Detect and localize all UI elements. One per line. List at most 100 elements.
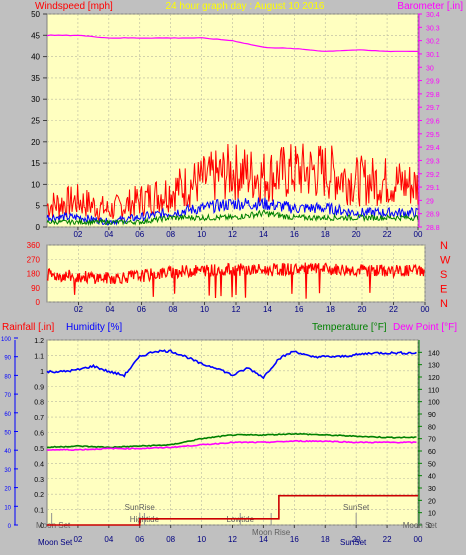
panel1-right-tick-label: 29.5: [426, 132, 440, 139]
panel3-humidity-tick-label: 50: [4, 431, 11, 437]
panel2-x-tick-label: 04: [106, 305, 115, 314]
panel3-humidity-tick-label: 70: [4, 393, 11, 399]
panel1-x-tick-label: 06: [135, 230, 144, 239]
panel1-left-tick-label: 40: [31, 53, 40, 62]
panel3-dewpoint-axis-title: Dew Point [°F]: [393, 322, 457, 333]
panel3-rain-tick-label: 0.8: [34, 400, 44, 407]
panel1-left-tick-label: 35: [31, 74, 40, 83]
panel1-left-tick-label: 30: [31, 95, 40, 104]
panel1-right-tick-label: 29.8: [426, 92, 440, 99]
panel3-humidity-tick-label: 30: [4, 468, 11, 474]
dewpoint-line: [47, 439, 417, 451]
panel1-right-tick-label: 29.1: [426, 185, 440, 192]
panel3-humidity-tick-label: 0: [8, 524, 12, 530]
panel3-rain-axis-title: Rainfall [.in]: [2, 322, 54, 333]
panel2-x-tick-label: 18: [326, 305, 335, 314]
panel3-temp-tick-label: 40: [428, 474, 436, 481]
panel2-compass-label: N: [440, 298, 448, 310]
panel3-rain-tick-label: 0.6: [34, 431, 44, 438]
panel1-right-tick-label: 30.4: [426, 12, 440, 19]
panel3-temp-tick-label: 120: [428, 375, 440, 382]
panel3-temp-tick-label: 10: [428, 511, 436, 518]
panel1-right-tick-label: 29.6: [426, 119, 440, 126]
panel1-x-tick-label: 16: [290, 230, 299, 239]
panel3-humidity-tick-label: 10: [4, 505, 11, 511]
barometer-line: [46, 34, 419, 53]
panel3-rain-tick-label: 0.5: [34, 446, 44, 453]
panel1-right-tick-label: 29.9: [426, 79, 440, 86]
panel1-x-tick-label: 00: [414, 230, 423, 239]
panel1-right-tick-label: 29.2: [426, 172, 440, 179]
panel3-rain-tick-label: 0.1: [34, 508, 44, 515]
panel1-x-tick-label: 04: [104, 230, 113, 239]
panel3-rain-tick-label: 0.7: [34, 415, 44, 422]
panel2-compass-label: S: [440, 269, 447, 281]
panel3-temp-tick-label: 30: [428, 486, 436, 493]
panel3-x-tick-label: 14: [259, 535, 268, 544]
panel1-right-tick-label: 29.3: [426, 158, 440, 165]
panel3-temp-tick-label: 0: [428, 523, 432, 530]
panel1-chart-title: 24 hour graph day : August 10 2016: [165, 1, 324, 12]
panel3-humidity-tick-label: 80: [4, 374, 11, 380]
rainfall-line: [47, 494, 418, 526]
panel1-right-tick-label: 29.7: [426, 105, 440, 112]
panel2-left-tick-label: 90: [31, 284, 40, 293]
panel3-humidity-tick-label: 40: [4, 449, 11, 455]
panel3-x-tick-label: 00: [414, 535, 423, 544]
event-label: Moon Set: [403, 521, 438, 530]
panel2-x-tick-label: 08: [169, 305, 178, 314]
panel2-x-tick-label: 22: [389, 305, 398, 314]
panel2-left-tick-label: 0: [36, 298, 41, 307]
panel2-x-tick-label: 10: [200, 305, 209, 314]
windspeed-line: [46, 197, 419, 226]
event-label: SunRise: [125, 503, 156, 512]
panel3-x-tick-label: 08: [166, 535, 175, 544]
panel2-x-tick-label: 16: [295, 305, 304, 314]
panel3-rain-tick-label: 1: [40, 369, 44, 376]
panel3-x-tick-label: 06: [135, 535, 144, 544]
panel1-right-axis-title: Barometer [.in]: [397, 1, 463, 12]
panel1-x-tick-label: 20: [352, 230, 361, 239]
panel3-humidity-tick-label: 60: [4, 412, 11, 418]
panel2-compass-label: W: [440, 255, 451, 267]
panel1-x-tick-label: 10: [197, 230, 206, 239]
panel2-compass-label: N: [440, 240, 448, 252]
gust-line: [46, 143, 419, 222]
panel1-left-tick-label: 20: [31, 138, 40, 147]
sunset-axis-label: SunSet: [340, 538, 367, 547]
panel1-right-tick-label: 28.9: [426, 212, 440, 219]
panel1-left-tick-label: 0: [36, 223, 41, 232]
temperature-line: [46, 432, 417, 449]
panel2-x-tick-label: 20: [358, 305, 367, 314]
panel1-right-tick-label: 29: [426, 198, 434, 205]
panel3-humidity-tick-label: 90: [4, 356, 11, 362]
panel3-rain-tick-label: 0: [40, 523, 44, 530]
panel3-rain-tick-label: 0.3: [34, 477, 44, 484]
panel3-humidity-tick-label: 100: [1, 337, 12, 343]
panel3-humidity-tick-label: 20: [4, 487, 11, 493]
panel1-left-tick-label: 15: [31, 159, 40, 168]
panel3-x-tick-label: 04: [104, 535, 113, 544]
panel3-x-tick-label: 10: [197, 535, 206, 544]
panel3-rain-tick-label: 1.1: [34, 353, 44, 360]
panel3-x-tick-label: 20: [352, 535, 361, 544]
panel1-right-tick-label: 28.8: [426, 225, 440, 232]
panel3-x-tick-label: 12: [228, 535, 237, 544]
panel3-temp-tick-label: 60: [428, 449, 436, 456]
panel1-left-tick-label: 10: [31, 180, 40, 189]
panel3-temp-tick-label: 50: [428, 461, 436, 468]
panel2-x-tick-label: 00: [421, 305, 430, 314]
panel1-left-tick-label: 25: [31, 117, 40, 126]
event-label: SunSet: [343, 503, 370, 512]
panel3-rain-tick-label: 0.9: [34, 384, 44, 391]
panel3-temp-tick-label: 140: [428, 350, 440, 357]
panel1-x-tick-label: 18: [321, 230, 330, 239]
panel1-x-tick-label: 12: [228, 230, 237, 239]
panel3-temp-axis-title: Temperature [°F]: [312, 322, 387, 333]
wind-direction-line: [46, 262, 425, 299]
panel1-x-tick-label: 08: [166, 230, 175, 239]
panel3-x-tick-label: 02: [73, 535, 82, 544]
panel1-x-tick-label: 14: [259, 230, 268, 239]
panel3-temp-tick-label: 80: [428, 424, 436, 431]
event-label: Moon Rise: [252, 528, 291, 537]
